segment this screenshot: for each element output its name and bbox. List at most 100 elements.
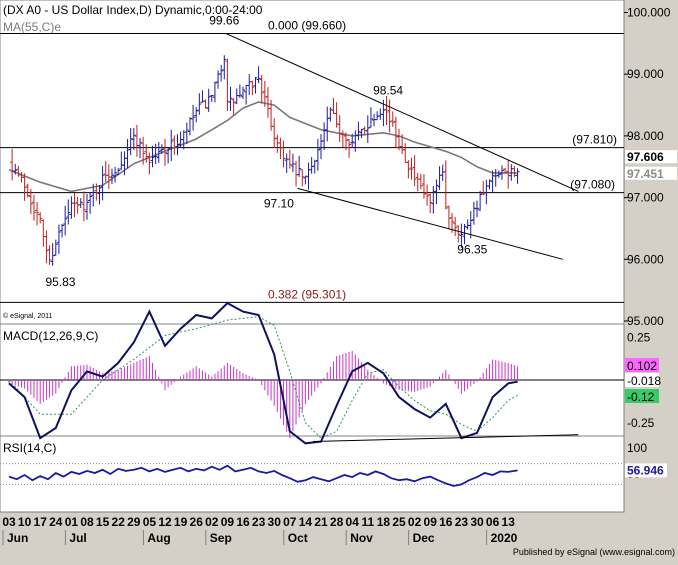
rsi-line — [8, 464, 518, 487]
price-bar — [169, 129, 174, 162]
price-bar — [116, 168, 121, 176]
price-bar — [515, 168, 520, 184]
macd-value-tag-bg — [625, 389, 659, 403]
date-tick-label: 07 — [283, 515, 297, 529]
level-label-1: (97.810) — [572, 133, 617, 147]
price-bar — [272, 118, 277, 148]
price-bar — [409, 157, 414, 180]
macd-line — [8, 301, 518, 445]
date-tick-label: 21 — [314, 515, 328, 529]
price-tick-label: 99.000 — [627, 67, 664, 81]
macd-value-tag-bg — [625, 373, 659, 387]
price-bar — [153, 143, 158, 165]
chart-title: (DX A0 - US Dollar Index,D) Dynamic,0:00… — [3, 3, 263, 17]
price-bar — [300, 169, 305, 187]
date-tick-label: 04 — [346, 515, 360, 529]
price-bar — [456, 225, 461, 243]
rsi-label: RSI(14,C) — [3, 441, 56, 455]
price-bar — [297, 155, 302, 177]
price-bar — [446, 205, 451, 230]
price-bar — [499, 165, 504, 180]
rsi-axis: 1005056.946 — [625, 441, 667, 481]
price-bar — [503, 167, 508, 174]
price-bar — [350, 133, 355, 149]
price-bar — [468, 211, 473, 239]
macd-value-tag: -0.018 — [627, 374, 661, 388]
price-tick-label: 96.000 — [627, 252, 664, 266]
price-bar — [253, 76, 258, 94]
rsi-line — [8, 464, 518, 487]
price-bar — [147, 152, 152, 175]
price-bar — [81, 191, 86, 222]
price-bar — [443, 160, 448, 210]
price-bar — [493, 168, 498, 187]
rsi-tick-label: 100 — [627, 441, 647, 455]
price-bar — [191, 104, 196, 131]
price-bar — [131, 128, 136, 151]
date-tick-label: 16 — [439, 515, 453, 529]
date-tick-label: 05 — [143, 515, 157, 529]
price-bar — [31, 194, 36, 221]
macd-tick-label: -0.25 — [627, 416, 655, 430]
price-bar — [434, 179, 439, 205]
ma-label: MA(55,C)e — [3, 20, 61, 34]
price-bar — [481, 180, 486, 196]
date-tick-label: 18 — [377, 515, 391, 529]
price-candles — [10, 55, 520, 266]
publisher-credit: Published by eSignal (www.esignal.com) — [513, 547, 675, 557]
rsi-levels — [0, 463, 624, 485]
price-bar — [25, 183, 30, 198]
price-bar — [343, 132, 348, 151]
price-bar — [88, 192, 93, 214]
current-value-tag: 97.606 — [627, 150, 664, 164]
month-label: Jun — [7, 531, 28, 545]
price-bar — [259, 74, 264, 104]
price-bar — [163, 138, 167, 166]
price-bar — [340, 130, 345, 148]
price-bar — [237, 84, 242, 98]
price-bar — [368, 107, 373, 128]
price-bar — [334, 102, 339, 128]
level-label-3: 0.382 (95.301) — [268, 287, 346, 301]
price-bar — [113, 166, 118, 183]
date-tick-label: 29 — [127, 515, 141, 529]
price-bar — [53, 239, 58, 256]
date-tick-label: 23 — [252, 515, 266, 529]
price-tick-label: 95.000 — [627, 314, 664, 328]
price-bar — [56, 224, 61, 254]
price-bar — [203, 99, 208, 109]
price-tick-label: 97.000 — [627, 191, 664, 205]
price-bar — [322, 122, 327, 150]
price-bar — [478, 190, 483, 211]
rsi-value-tag-bg — [625, 463, 667, 478]
date-tick-label: 30 — [470, 515, 484, 529]
price-bar — [328, 107, 333, 122]
price-bar — [256, 66, 261, 84]
price-bar — [428, 193, 433, 214]
date-tick-label: 02 — [408, 515, 422, 529]
price-bar — [425, 184, 430, 206]
month-label: Nov — [350, 531, 373, 545]
price-bar — [496, 170, 501, 178]
price-label-97-10: 97.10 — [264, 196, 294, 210]
date-tick-label: 11 — [361, 515, 374, 529]
price-bar — [28, 188, 33, 215]
date-tick-label: 23 — [455, 515, 469, 529]
price-bar — [219, 64, 224, 82]
price-bar — [200, 90, 205, 103]
price-bar — [150, 145, 155, 168]
price-bar — [78, 198, 83, 209]
macd-support-line — [313, 434, 579, 443]
date-tick-label: 09 — [424, 515, 438, 529]
date-tick-label: 15 — [96, 515, 110, 529]
price-bar — [241, 86, 245, 99]
price-bar — [72, 192, 77, 218]
time-axis: 03 10 17 24 01 08 15 22 29 05 12 19 26 02 09 16 23 30 07 14… — [2, 515, 518, 545]
level-label-0: 0.000 (99.660) — [268, 18, 346, 32]
price-bar — [303, 175, 308, 185]
price-bar — [347, 139, 352, 158]
price-bar — [63, 205, 68, 236]
price-bar — [412, 155, 417, 187]
price-bar — [406, 160, 411, 179]
date-tick-label: 26 — [190, 515, 204, 529]
